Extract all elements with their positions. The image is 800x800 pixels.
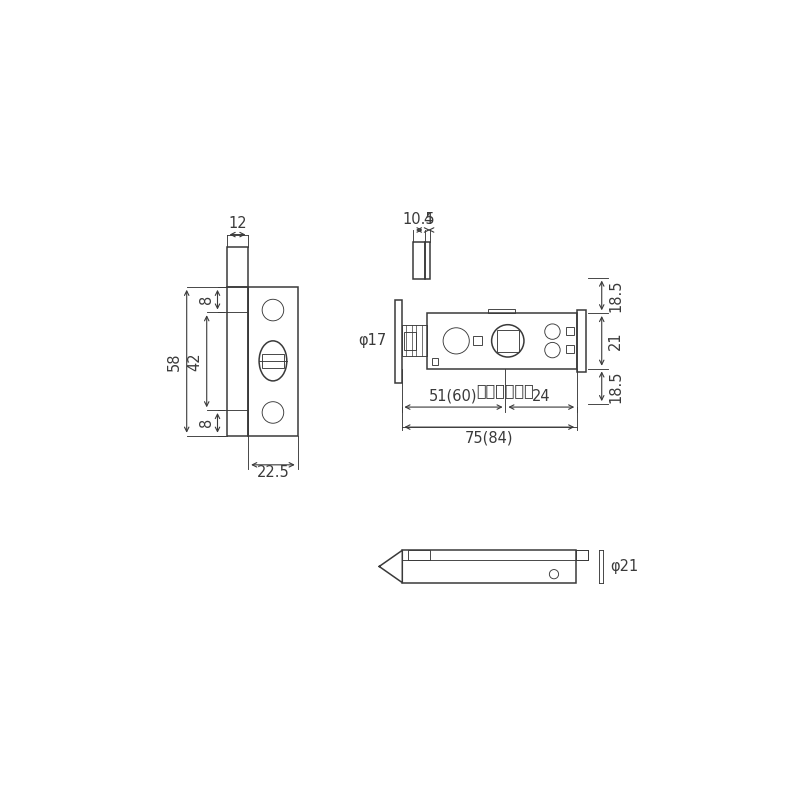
Text: φ21: φ21 [610,559,639,574]
Bar [409,550,430,559]
Polygon shape [379,550,402,582]
Text: 4: 4 [423,212,432,226]
Bar [427,313,577,369]
Bar [413,242,426,279]
Text: 58: 58 [167,352,182,370]
Bar [566,327,574,334]
Bar [577,310,586,372]
Bar [497,330,518,352]
Bar [402,550,575,582]
Text: 42: 42 [187,352,202,370]
Text: 8: 8 [199,295,214,304]
Bar [426,242,430,279]
Bar [262,354,284,368]
Text: φ17: φ17 [358,334,387,348]
Text: 8: 8 [199,418,214,427]
Bar [488,310,515,313]
Bar [473,336,482,345]
Bar [566,346,574,353]
Bar [402,326,427,356]
Bar [431,358,438,365]
Bar [404,332,416,350]
Bar [248,287,298,435]
Text: 18.5: 18.5 [608,370,623,402]
Text: 10.5: 10.5 [403,212,435,226]
Bar [575,550,588,559]
Text: 18.5: 18.5 [608,279,623,312]
Text: 24: 24 [532,389,550,404]
Bar [394,300,402,383]
Text: 12: 12 [228,216,247,231]
Text: バックセット: バックセット [476,382,534,398]
Text: 75(84): 75(84) [465,430,514,446]
Text: 22.5: 22.5 [257,465,290,480]
Bar [226,247,248,287]
Bar [226,287,248,435]
Text: 21: 21 [608,331,623,350]
Text: 51(60): 51(60) [430,389,478,404]
